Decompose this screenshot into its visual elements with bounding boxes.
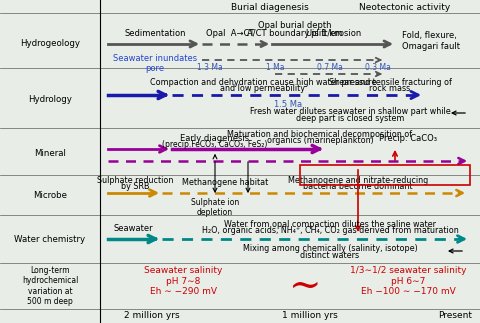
Text: Microbe: Microbe xyxy=(33,192,67,201)
Text: Shear and tensile fracturing of: Shear and tensile fracturing of xyxy=(329,78,451,87)
Text: (precip.FeCO₃, CaCO₃, FeS₂): (precip.FeCO₃, CaCO₃, FeS₂) xyxy=(162,140,268,149)
Text: distinct waters: distinct waters xyxy=(300,251,360,260)
Text: Early diagenesis: Early diagenesis xyxy=(180,134,250,143)
Text: 0.3 Ma: 0.3 Ma xyxy=(365,63,391,72)
Text: Sedimentation: Sedimentation xyxy=(124,29,186,38)
Text: rock mass: rock mass xyxy=(370,84,410,93)
Text: Fold, flexure,
Omagari fault: Fold, flexure, Omagari fault xyxy=(402,31,460,51)
Text: Maturation and biochemical decomposition of: Maturation and biochemical decomposition… xyxy=(228,130,413,139)
Text: Burial diagenesis: Burial diagenesis xyxy=(231,3,309,12)
Text: Seawater: Seawater xyxy=(113,224,153,233)
Text: Water chemistry: Water chemistry xyxy=(14,235,85,245)
Text: by SRB: by SRB xyxy=(121,182,149,191)
Text: Seawater inundates
pore: Seawater inundates pore xyxy=(113,54,197,73)
Text: 1.5 Ma: 1.5 Ma xyxy=(274,100,302,109)
Text: Sulphate reduction: Sulphate reduction xyxy=(97,176,173,185)
Text: 1.3 Ma: 1.3 Ma xyxy=(197,63,223,72)
Text: deep part is closed system: deep part is closed system xyxy=(296,114,404,123)
Text: Uplift/erosion: Uplift/erosion xyxy=(305,29,361,38)
Text: Methanogene and nitrate-reducing: Methanogene and nitrate-reducing xyxy=(288,176,428,185)
Text: 2 million yrs: 2 million yrs xyxy=(124,311,180,320)
Text: Compaction and dehydration cause high water pressure: Compaction and dehydration cause high wa… xyxy=(150,78,376,87)
Text: H₂O, organic acids, NH₄⁺, CH₄, CO₂ gas derived from maturation: H₂O, organic acids, NH₄⁺, CH₄, CO₂ gas d… xyxy=(202,226,458,235)
Text: Water from opal compaction dilutes the saline water: Water from opal compaction dilutes the s… xyxy=(224,220,436,229)
Text: organics (marineplankton): organics (marineplankton) xyxy=(266,136,373,145)
Text: Neotectonic activity: Neotectonic activity xyxy=(360,3,451,12)
Text: Long-term
hydrochemical
variation at
500 m deep: Long-term hydrochemical variation at 500… xyxy=(22,266,78,306)
Text: and low permeability: and low permeability xyxy=(220,84,305,93)
Text: Mixing among chemically (salinity, isotope): Mixing among chemically (salinity, isoto… xyxy=(242,244,418,253)
Text: Hydrogeology: Hydrogeology xyxy=(20,39,80,48)
Text: 0.7 Ma: 0.7 Ma xyxy=(317,63,343,72)
Text: A/CT boundary is 1 km: A/CT boundary is 1 km xyxy=(247,29,343,38)
Text: ∼: ∼ xyxy=(288,267,321,305)
Text: 1 Ma: 1 Ma xyxy=(266,63,284,72)
Text: Sulphate ion
depletion: Sulphate ion depletion xyxy=(191,198,239,217)
Text: Hydrology: Hydrology xyxy=(28,95,72,103)
Text: Fresh water dilutes seawater in shallow part while: Fresh water dilutes seawater in shallow … xyxy=(250,107,450,116)
Text: Seawater salinity
pH 7∼8
Eh ∼ −290 mV: Seawater salinity pH 7∼8 Eh ∼ −290 mV xyxy=(144,266,222,296)
Text: Precip. CaCO₃: Precip. CaCO₃ xyxy=(379,134,437,143)
Text: Mineral: Mineral xyxy=(34,149,66,158)
Text: 1 million yrs: 1 million yrs xyxy=(282,311,338,320)
Text: Opal  A→CT: Opal A→CT xyxy=(206,29,254,38)
Text: Opal burial depth: Opal burial depth xyxy=(258,21,332,30)
Text: bacteria become dominant: bacteria become dominant xyxy=(303,182,413,191)
Text: Present: Present xyxy=(438,311,472,320)
Text: Methanogene habitat: Methanogene habitat xyxy=(182,178,268,187)
Text: 1/3∼1/2 seawater salinity
pH 6∼7
Eh −100 ∼ −170 mV: 1/3∼1/2 seawater salinity pH 6∼7 Eh −100… xyxy=(350,266,466,296)
